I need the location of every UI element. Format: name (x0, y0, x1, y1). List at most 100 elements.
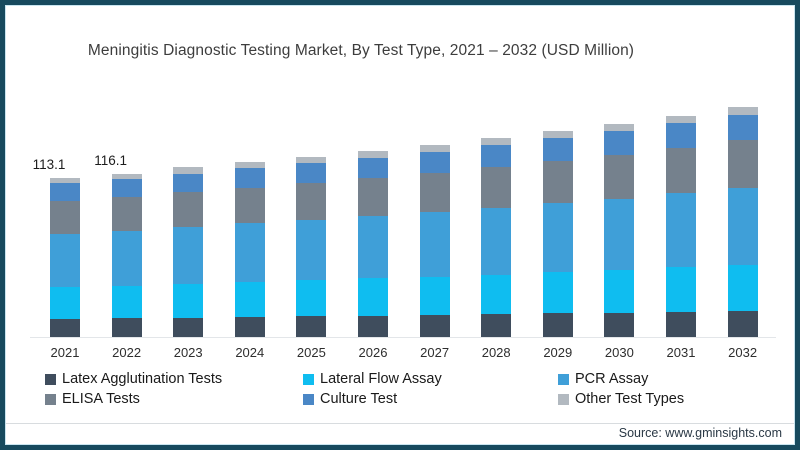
x-axis-line (30, 337, 776, 338)
bar-segment (234, 282, 265, 317)
bar-segment (234, 223, 265, 282)
bar-segment (173, 283, 204, 318)
legend-swatch-icon (45, 393, 56, 405)
bar-segment (419, 314, 450, 337)
bar-segment (727, 187, 758, 265)
bar-segment (296, 182, 327, 220)
x-axis-tick-label: 2032 (728, 345, 758, 360)
bar-segment (419, 144, 450, 152)
x-axis-tick-label: 2027 (420, 345, 450, 360)
bar-segment (666, 311, 696, 337)
bar-segment (727, 140, 758, 188)
bar-segment (50, 183, 80, 201)
bar-segment (419, 212, 450, 277)
bar-segment (358, 315, 388, 337)
bar-segment (666, 123, 696, 148)
bar-segment (111, 230, 142, 286)
legend-swatch-icon (303, 373, 314, 385)
legend-label: Latex Agglutination Tests (62, 371, 223, 387)
legend-swatch-icon (558, 393, 569, 405)
bar-segment (419, 151, 450, 173)
bar-segment (50, 200, 80, 234)
bar-segment (666, 147, 696, 194)
bar-segment (481, 138, 512, 146)
bar-segment (358, 278, 388, 316)
source-credit: Source: www.gminsights.com (618, 426, 782, 440)
legend-swatch-icon (45, 373, 56, 385)
bar-segment (666, 267, 696, 312)
x-axis-tick-label: 2029 (543, 345, 573, 360)
bar-segment (234, 187, 265, 224)
bar-segment (666, 193, 696, 268)
legend-swatch-icon (303, 393, 314, 405)
bar-segment (234, 168, 265, 188)
bar-segment (666, 115, 696, 124)
bar-segment (481, 167, 512, 208)
bar-segment (542, 138, 573, 161)
x-axis-tick-label: 2030 (604, 345, 634, 360)
legend-label: Other Test Types (575, 391, 685, 407)
bar-segment (358, 150, 388, 158)
legend-item: Latex Agglutination Tests (45, 370, 222, 388)
bar-segment (358, 157, 388, 178)
legend-item: Other Test Types (558, 390, 684, 408)
legend-label: ELISA Tests (62, 391, 140, 407)
bar-segment (727, 115, 758, 141)
bar-segment (111, 197, 142, 231)
bar-segment (481, 274, 512, 315)
bar-segment (481, 207, 512, 275)
bar-segment (481, 314, 512, 337)
x-axis-tick-label: 2022 (112, 345, 142, 360)
x-axis-tick-label: 2025 (296, 345, 326, 360)
legend-item: ELISA Tests (45, 390, 140, 408)
x-axis-tick-label: 2028 (481, 345, 511, 360)
bar-segment (604, 154, 635, 199)
legend-item: Culture Test (303, 390, 397, 408)
x-axis-tick-label: 2031 (666, 345, 696, 360)
bar-segment (173, 173, 204, 193)
bar-segment (542, 272, 573, 314)
bar-segment (727, 107, 758, 115)
bar-segment (50, 318, 80, 337)
bar-segment (604, 123, 635, 132)
bar-segment (542, 161, 573, 204)
x-axis-tick-label: 2023 (173, 345, 203, 360)
bar-segment (727, 310, 758, 337)
bar-segment (111, 285, 142, 319)
legend-item: PCR Assay (558, 370, 648, 388)
bar-segment (173, 192, 204, 227)
bar-segment (50, 233, 80, 287)
bar-value-label: 113.1 (32, 156, 66, 172)
legend-label: PCR Assay (575, 371, 649, 387)
footer-divider (6, 423, 794, 424)
legend-swatch-icon (558, 373, 569, 385)
bar-segment (234, 316, 265, 337)
bar-segment (481, 145, 512, 168)
bar-segment (604, 312, 635, 337)
legend-label: Lateral Flow Assay (320, 371, 442, 387)
bar-segment (419, 172, 450, 213)
bar-segment (604, 269, 635, 313)
bar-segment (604, 198, 635, 270)
bar-segment (50, 286, 80, 319)
bar-segment (173, 226, 204, 284)
bar-segment (727, 264, 758, 311)
bar-segment (296, 156, 327, 163)
x-axis-tick-label: 2021 (50, 345, 80, 360)
bar-segment (173, 317, 204, 337)
bar-segment (296, 162, 327, 183)
bar-segment (111, 179, 142, 198)
bar-segment (111, 318, 142, 337)
bar-value-label: 116.1 (94, 152, 127, 168)
bar-segment (111, 173, 142, 180)
legend-item: Lateral Flow Assay (303, 370, 442, 388)
legend-label: Culture Test (320, 391, 398, 407)
bar-segment (604, 131, 635, 155)
bar-segment (296, 219, 327, 281)
x-axis-tick-label: 2024 (235, 345, 265, 360)
bar-segment (173, 167, 204, 174)
bar-segment (296, 280, 327, 317)
bar-segment (50, 177, 80, 184)
